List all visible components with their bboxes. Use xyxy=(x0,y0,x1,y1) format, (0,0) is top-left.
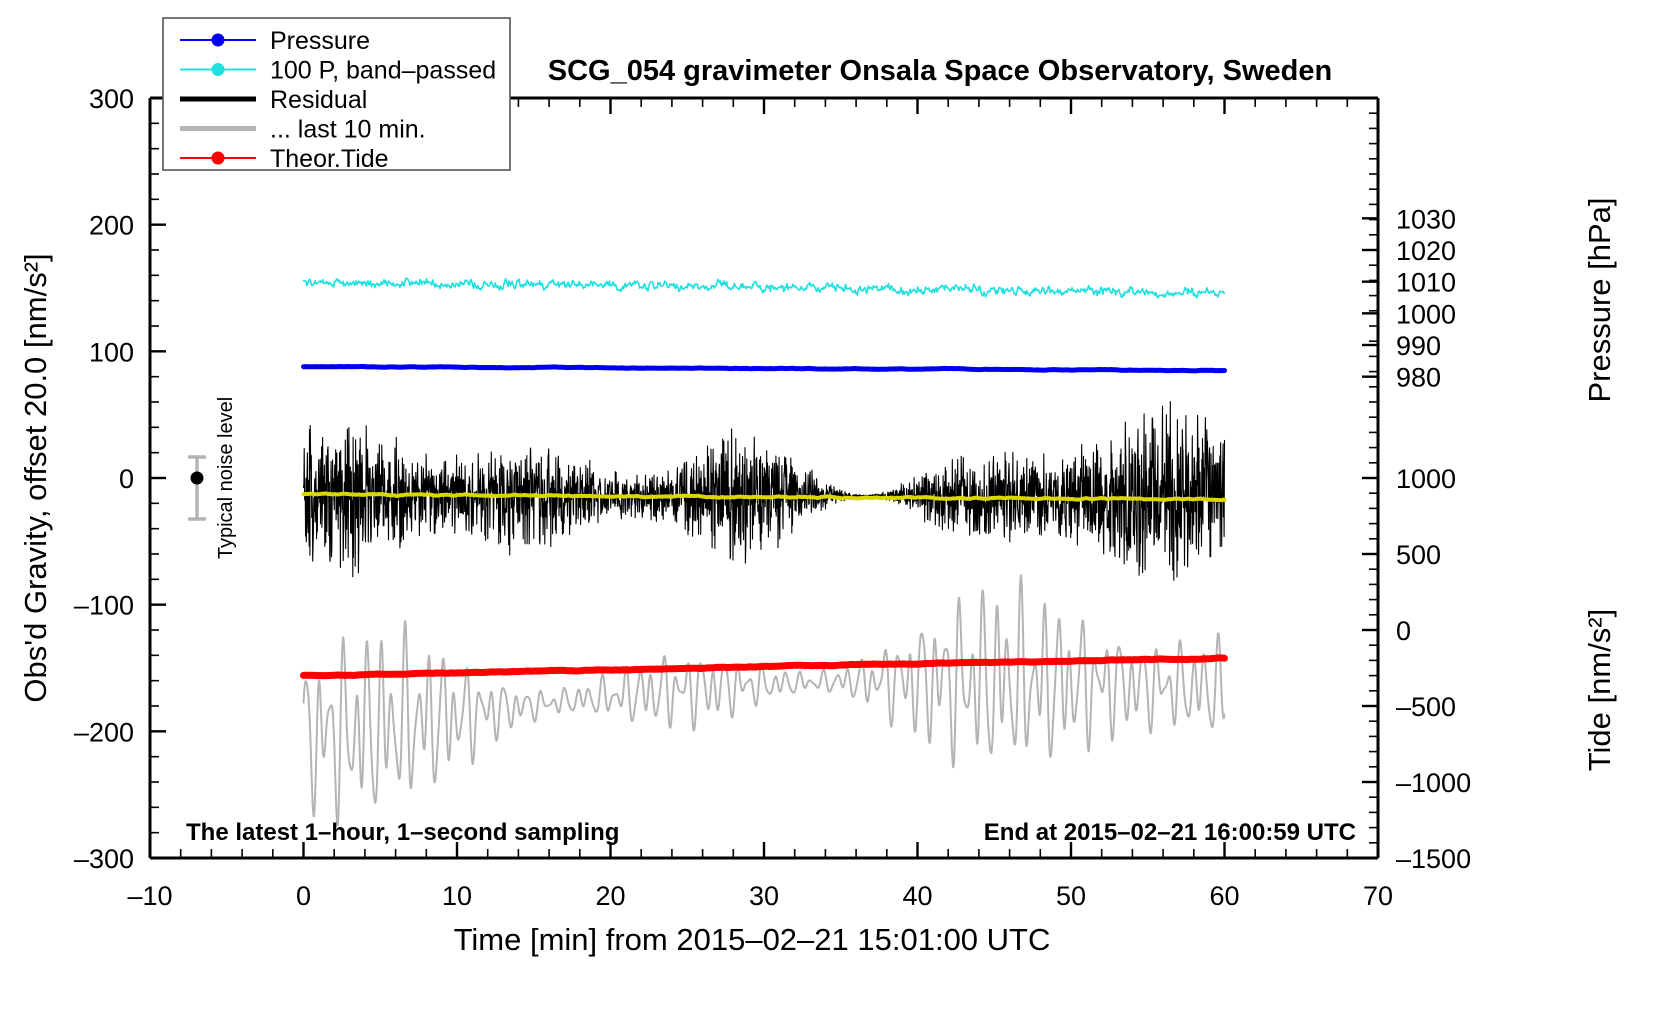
tide-tick-label: –1500 xyxy=(1396,844,1471,874)
axis-tick-labels: –10 0 10 20 30 40 50 60 70–300–200–1000100200300… xyxy=(74,84,1471,911)
x-tick-label: –10 xyxy=(127,881,172,911)
x-axis-title: Time [min] from 2015–02–21 15:01:00 UTC xyxy=(454,922,1051,957)
tide-tick-label: 500 xyxy=(1396,540,1441,570)
y-axis-title-left: Obs'd Gravity, offset 20.0 [nm/s²] xyxy=(18,253,53,702)
series-line xyxy=(302,401,1226,581)
legend-item[interactable]: Residual xyxy=(180,86,367,114)
series-line xyxy=(302,574,1226,827)
x-tick-label: 20 xyxy=(595,881,625,911)
legend-swatch-marker xyxy=(211,151,225,165)
pressure-tick-label: 1020 xyxy=(1396,236,1456,266)
axis-ticks xyxy=(148,96,1380,860)
legend-swatch-marker xyxy=(211,63,225,76)
legend-item[interactable]: ... last 10 min. xyxy=(180,116,426,144)
typical-noise-level-marker: Typical noise level xyxy=(188,397,237,559)
y-tick-label: –100 xyxy=(74,591,134,621)
legend-swatch-marker xyxy=(211,33,225,47)
y-tick-label: 300 xyxy=(89,84,134,114)
x-tick-label: 70 xyxy=(1363,881,1393,911)
legend-label: 100 P, band–passed xyxy=(270,57,496,85)
y-tick-label: 100 xyxy=(89,337,134,367)
series-line xyxy=(302,277,1226,299)
y-axis-title-tide: Tide [nm/s²] xyxy=(1582,609,1617,772)
noise-center-dot xyxy=(190,471,204,485)
x-tick-label: 30 xyxy=(749,881,779,911)
x-tick-label: 60 xyxy=(1209,881,1239,911)
series-line xyxy=(301,364,1227,374)
annotation-bottom-left: The latest 1–hour, 1–second sampling xyxy=(186,819,619,846)
pressure-tick-label: 990 xyxy=(1396,331,1441,361)
y-axis-title-pressure: Pressure [hPa] xyxy=(1582,197,1617,402)
pressure-tick-label: 1030 xyxy=(1396,204,1456,234)
tide-tick-label: –1000 xyxy=(1396,768,1471,798)
x-tick-label: 50 xyxy=(1056,881,1086,911)
pressure-tick-label: 980 xyxy=(1396,363,1441,393)
legend-label: Theor.Tide xyxy=(270,145,389,173)
legend-label: Residual xyxy=(270,86,367,114)
tide-tick-label: –500 xyxy=(1396,692,1456,722)
annotation-bottom-right: End at 2015–02–21 16:00:59 UTC xyxy=(984,819,1356,846)
legend-item[interactable]: Pressure xyxy=(180,27,370,55)
y-tick-label: 0 xyxy=(119,464,134,494)
legend-label: ... last 10 min. xyxy=(270,116,426,144)
y-tick-label: 200 xyxy=(89,211,134,241)
y-tick-label: –200 xyxy=(74,717,134,747)
series-line xyxy=(301,491,1227,503)
series-line xyxy=(300,654,1228,680)
pressure-tick-label: 1010 xyxy=(1396,268,1456,298)
typical-noise-level-label: Typical noise level xyxy=(215,397,237,559)
page-title: SCG_054 gravimeter Onsala Space Observat… xyxy=(548,55,1332,87)
y-tick-label: –300 xyxy=(74,844,134,874)
legend-label: Pressure xyxy=(270,27,370,55)
data-series-layer xyxy=(300,277,1228,827)
legend-item[interactable]: Theor.Tide xyxy=(180,145,389,173)
x-tick-label: 0 xyxy=(296,881,311,911)
tide-tick-label: 1000 xyxy=(1396,464,1456,494)
pressure-tick-label: 1000 xyxy=(1396,299,1456,329)
x-tick-label: 40 xyxy=(902,881,932,911)
legend-item[interactable]: 100 P, band–passed xyxy=(180,57,496,85)
tide-tick-label: 0 xyxy=(1396,616,1411,646)
x-tick-label: 10 xyxy=(442,881,472,911)
